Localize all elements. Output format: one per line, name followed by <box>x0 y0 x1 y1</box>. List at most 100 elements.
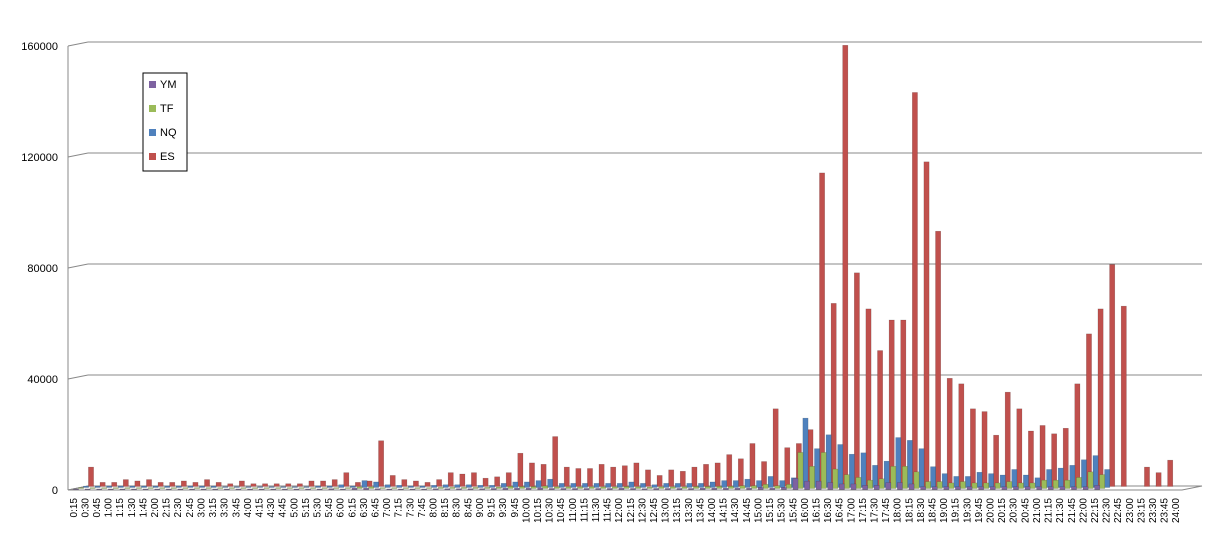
bar <box>610 466 617 487</box>
bar <box>669 486 676 489</box>
bar <box>282 488 288 490</box>
bar <box>890 466 897 489</box>
bar <box>688 488 694 490</box>
bar <box>941 473 948 488</box>
bar <box>732 480 739 488</box>
bar <box>389 475 396 487</box>
grid-line-side <box>67 263 89 269</box>
bar <box>192 482 199 487</box>
bar <box>779 480 786 488</box>
bar <box>908 483 915 490</box>
x-tick-label: 7:15 <box>394 498 405 518</box>
bar <box>252 487 258 489</box>
bar <box>802 417 809 488</box>
bar <box>205 487 212 489</box>
bar <box>297 483 303 487</box>
bar <box>548 488 555 490</box>
bar <box>355 482 361 487</box>
x-tick-label: 9:30 <box>498 498 509 518</box>
bar <box>368 486 374 489</box>
bar <box>345 487 351 489</box>
bar <box>292 486 298 488</box>
x-tick-label: 7:45 <box>417 498 428 518</box>
bar <box>200 488 207 490</box>
bar <box>505 472 512 487</box>
bar <box>1023 474 1029 488</box>
x-tick-label: 7:00 <box>382 498 393 518</box>
bar <box>350 485 356 488</box>
bar <box>1018 482 1024 489</box>
bar <box>885 482 892 490</box>
bar <box>1081 459 1087 488</box>
y-tick-label: 160000 <box>21 41 58 53</box>
bar <box>727 486 734 489</box>
x-tick-label: 4:15 <box>254 498 265 518</box>
bar <box>224 488 230 490</box>
x-tick-label: 10:00 <box>521 498 532 523</box>
x-tick-label: 11:30 <box>591 498 602 523</box>
bar <box>923 161 930 487</box>
bar <box>691 466 698 487</box>
bar <box>477 485 484 488</box>
bar <box>529 462 535 487</box>
bar <box>1036 486 1043 490</box>
bar <box>275 487 282 489</box>
bar <box>147 487 154 489</box>
legend-swatch <box>149 105 156 112</box>
bar <box>918 448 925 488</box>
x-tick-label: 15:15 <box>765 498 776 523</box>
x-tick-label: 5:30 <box>312 498 323 518</box>
bar <box>786 484 792 489</box>
x-tick-label: 19:30 <box>962 498 973 523</box>
bar <box>830 303 837 487</box>
bar <box>600 486 607 489</box>
bar <box>588 486 595 489</box>
bar <box>490 488 497 490</box>
bar <box>316 488 323 490</box>
bar <box>552 436 559 487</box>
x-tick-label: 17:00 <box>846 498 857 523</box>
bar <box>391 487 398 489</box>
bar <box>704 486 711 489</box>
bar <box>819 172 825 487</box>
bar <box>645 469 651 487</box>
x-tick-label: 5:45 <box>324 498 335 518</box>
bar <box>414 487 421 489</box>
bar <box>606 488 613 490</box>
bar <box>421 488 427 490</box>
x-tick-label: 24:00 <box>1171 498 1182 523</box>
x-tick-label: 0:15 <box>69 498 80 518</box>
x-tick-label: 21:15 <box>1044 498 1055 523</box>
bar <box>431 485 437 488</box>
bar <box>285 483 292 487</box>
x-tick-label: 23:30 <box>1148 498 1159 523</box>
bar <box>749 443 756 487</box>
bar <box>635 486 641 489</box>
bar <box>263 487 270 489</box>
bar <box>1092 455 1099 488</box>
bar <box>744 478 751 488</box>
bar <box>976 471 983 488</box>
x-tick-label: 16:45 <box>835 498 846 523</box>
x-tick-label: 19:00 <box>939 498 950 523</box>
bar <box>310 487 316 489</box>
bar <box>948 482 955 489</box>
bar <box>472 487 479 489</box>
bar <box>73 488 79 490</box>
x-tick-label: 9:15 <box>487 498 498 518</box>
bar <box>169 482 176 487</box>
x-tick-label: 16:15 <box>811 498 822 523</box>
bar <box>1109 264 1116 487</box>
bar <box>825 434 832 488</box>
x-tick-label: 23:45 <box>1160 498 1171 523</box>
x-tick-label: 16:30 <box>823 498 834 523</box>
bar <box>229 487 235 489</box>
bar <box>519 486 525 489</box>
bar <box>994 482 1001 489</box>
bar <box>971 482 978 489</box>
x-tick-label: 23:00 <box>1125 498 1136 523</box>
bar <box>900 319 907 487</box>
x-tick-label: 10:15 <box>533 498 544 523</box>
x-tick-label: 17:15 <box>858 498 869 523</box>
x-tick-label: 22:15 <box>1090 498 1101 523</box>
